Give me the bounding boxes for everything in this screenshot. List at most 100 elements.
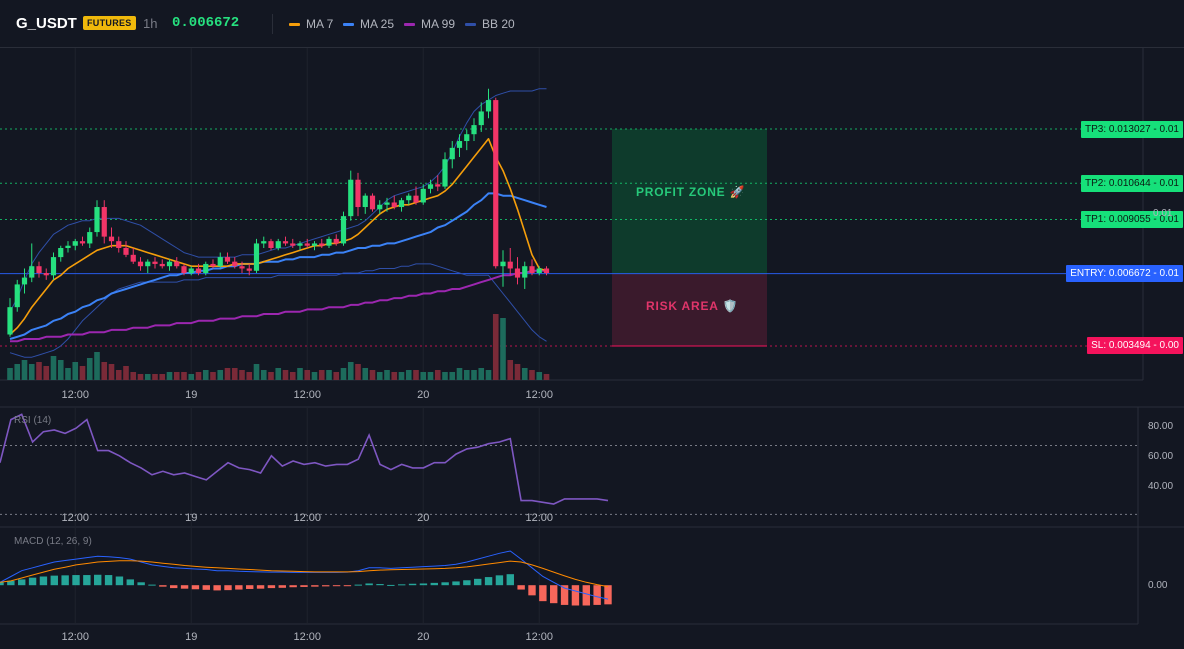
macd-histogram-bar	[18, 579, 26, 586]
volume-bar	[239, 370, 245, 380]
volume-bar	[442, 372, 448, 380]
candle-body	[427, 184, 434, 189]
volume-bar	[268, 372, 274, 380]
risk-area-box	[612, 273, 767, 346]
header-divider	[272, 14, 273, 34]
time-axis-label: 12:00	[61, 389, 89, 401]
macd-histogram-bar	[365, 583, 373, 586]
volume-bar	[326, 370, 332, 380]
candle-body	[159, 263, 165, 267]
tp2-price-tag[interactable]: TP2: 0.010644 - 0.01	[1081, 174, 1183, 192]
candle-body	[333, 238, 339, 244]
candle-body	[101, 207, 107, 237]
candle-body	[268, 241, 274, 248]
sl-qty: 0.00	[1159, 340, 1179, 352]
time-axis-label: 12:00	[525, 389, 553, 401]
candle-body	[522, 266, 528, 278]
time-axis-label: 20	[417, 512, 429, 524]
macd-histogram-bar	[289, 585, 297, 588]
macd-histogram-bar	[408, 583, 417, 586]
candle-body	[145, 261, 151, 267]
volume-bar	[355, 364, 361, 380]
volume-bar	[521, 368, 528, 380]
volume-bar	[57, 360, 64, 380]
volume-bar	[311, 372, 318, 380]
candle-body	[181, 266, 187, 274]
rsi-tick-80: 80.00	[1148, 421, 1174, 432]
volume-bar	[253, 364, 260, 380]
volume-bar	[94, 352, 100, 380]
volume-bar	[304, 370, 311, 380]
volume-bar	[115, 370, 122, 380]
candle-body	[377, 204, 383, 210]
symbol-name[interactable]: G_USDT	[16, 15, 77, 32]
volume-bar	[144, 374, 151, 380]
volume-bar	[420, 372, 427, 380]
tp2-label: TP2: 0.010644	[1085, 177, 1151, 189]
macd-pane	[0, 550, 612, 606]
time-axis-label: 12:00	[293, 631, 321, 643]
macd-histogram-bar	[430, 582, 438, 586]
candle-body	[471, 125, 477, 135]
volume-bar	[297, 368, 303, 380]
volume-bar	[500, 318, 506, 380]
macd-histogram-bar	[506, 574, 514, 586]
candle-body	[304, 243, 310, 246]
tp3-label: TP3: 0.013027	[1085, 123, 1151, 135]
macd-histogram-bar	[278, 585, 286, 588]
candle-body	[391, 202, 397, 208]
macd-histogram-bar	[441, 582, 449, 586]
candle-body	[514, 268, 521, 278]
macd-histogram-bar	[311, 585, 319, 587]
timeframe-selector[interactable]: 1h	[143, 16, 158, 31]
volume-bar	[166, 372, 173, 380]
macd-histogram-bar	[452, 581, 460, 586]
legend-ma99[interactable]: MA 99	[404, 17, 455, 31]
macd-histogram-bar	[0, 581, 4, 586]
macd-histogram-bar	[484, 577, 493, 586]
candle-body	[123, 248, 129, 255]
legend-ma7[interactable]: MA 7	[289, 17, 333, 31]
time-axis-label: 12:00	[293, 389, 321, 401]
tp1-price-tag[interactable]: TP1: 0.009055 - 0.01	[1081, 210, 1183, 228]
trade-zones	[612, 129, 767, 347]
volume-bar	[463, 370, 470, 380]
ma7-line	[9, 138, 547, 336]
volume-bar	[543, 374, 550, 380]
legend-ma99-label: MA 99	[421, 17, 456, 31]
candle-body	[326, 238, 332, 246]
volume-bar	[485, 370, 492, 380]
candle-body	[456, 141, 463, 148]
legend-bb20[interactable]: BB 20	[465, 17, 515, 31]
macd-histogram-bar	[126, 579, 134, 586]
macd-histogram-bar	[7, 580, 15, 586]
tp3-price-tag[interactable]: TP3: 0.013027 - 0.01	[1081, 120, 1183, 138]
candle-body	[319, 243, 325, 246]
volume-bar	[340, 368, 347, 380]
sl-price-tag[interactable]: SL: 0.003494 - 0.00	[1087, 337, 1183, 355]
volume-bar	[275, 368, 282, 380]
macd-histogram-bar	[322, 585, 330, 587]
candle-body	[36, 266, 42, 274]
volume-bar	[86, 358, 93, 380]
macd-histogram-bar	[104, 575, 113, 586]
candle-body	[239, 266, 245, 269]
candle-body	[108, 236, 115, 242]
volume-bar	[362, 368, 369, 380]
volume-bar	[101, 362, 108, 380]
candle-body	[29, 266, 35, 278]
candle-body	[152, 261, 158, 264]
macd-histogram-bar	[137, 582, 145, 586]
volume-bar	[224, 368, 231, 380]
candle-body	[493, 100, 499, 267]
legend-ma25[interactable]: MA 25	[343, 17, 394, 31]
entry-price-tag[interactable]: ENTRY: 0.006672 - 0.01	[1066, 265, 1183, 283]
volume-bar	[376, 372, 383, 380]
candle-body	[529, 266, 535, 274]
volume-bar	[282, 370, 289, 380]
candle-body	[464, 134, 470, 142]
time-axis-label: 19	[185, 631, 197, 643]
macd-histogram-bar	[354, 584, 362, 586]
candle-body	[420, 188, 426, 203]
